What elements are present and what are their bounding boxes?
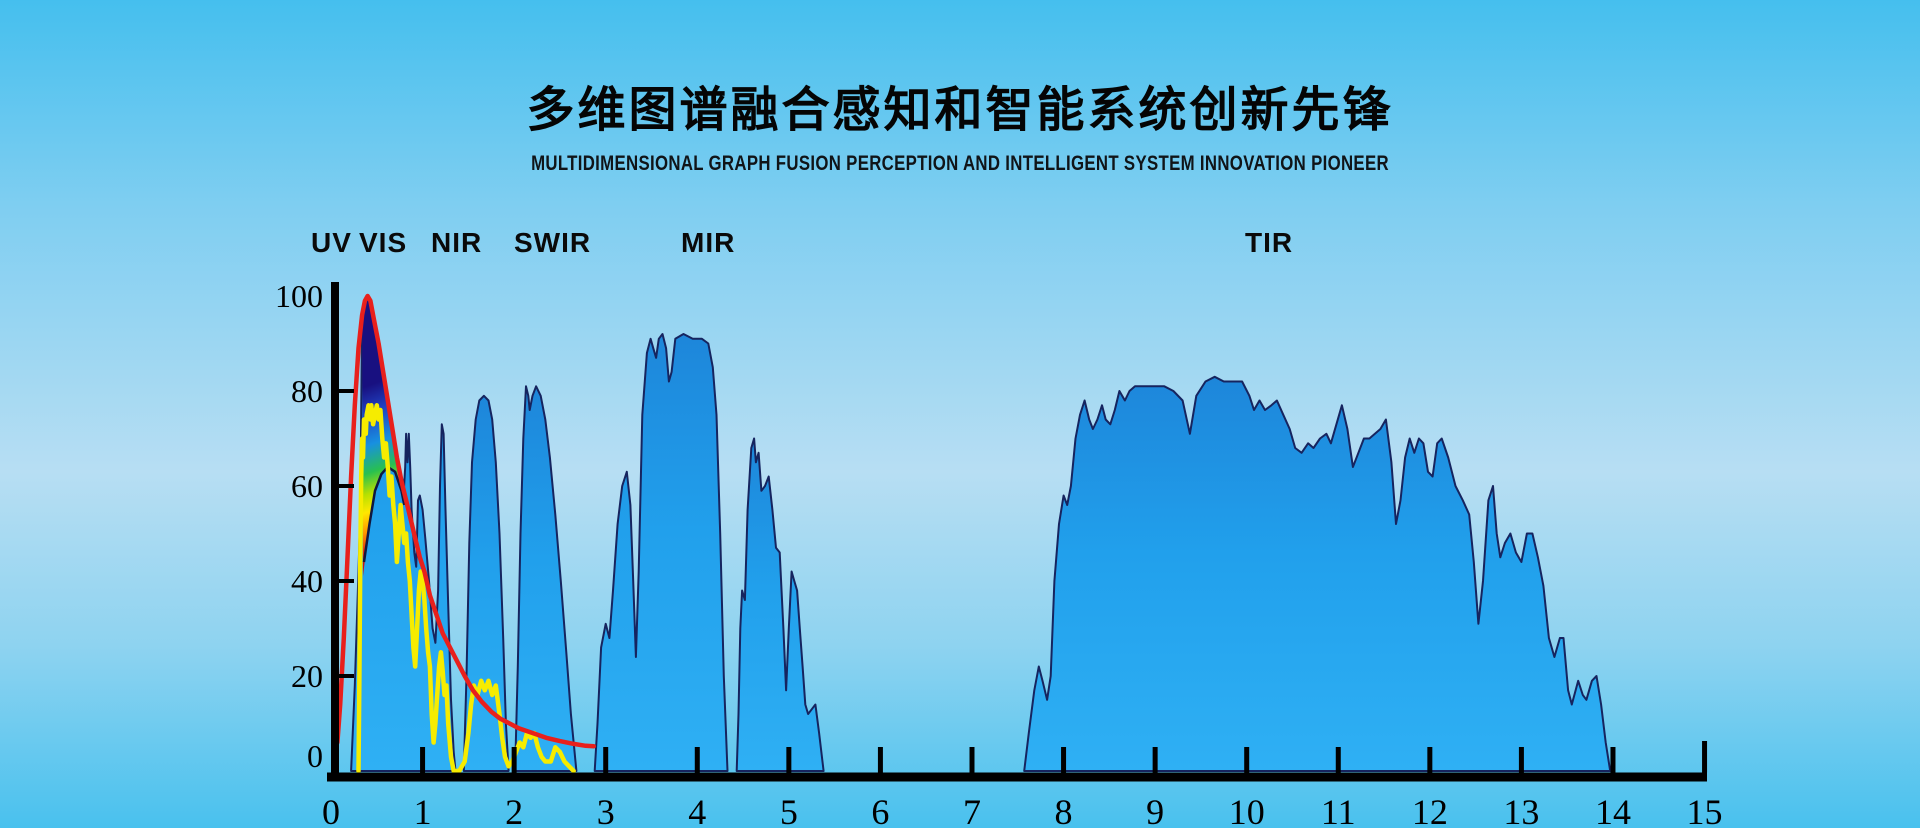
x-tick-label: 13: [1503, 792, 1539, 828]
x-tick-label: 0: [322, 792, 340, 828]
x-tick-label: 8: [1055, 792, 1073, 828]
y-tick-label: 80: [291, 373, 323, 409]
band-label-uv: UV: [311, 227, 352, 258]
y-tick-label: 100: [275, 278, 323, 314]
band-label-tir: TIR: [1245, 227, 1294, 258]
x-tick-label: 10: [1229, 792, 1265, 828]
atmospheric-transmission-windows: [350, 295, 1612, 772]
x-tick-label: 12: [1412, 792, 1448, 828]
band-label-vis: VIS: [359, 227, 408, 258]
x-tick-label: 9: [1146, 792, 1164, 828]
axes: [327, 282, 1708, 782]
blackbody-envelope-curve: [335, 293, 597, 749]
window-swir-2.2um: [514, 385, 578, 772]
x-tick-label: 1: [414, 792, 432, 828]
y-tick-label: 60: [291, 468, 323, 504]
x-tick-label: 6: [871, 792, 889, 828]
x-tick-label: 14: [1595, 792, 1631, 828]
x-tick-label: 3: [597, 792, 615, 828]
window-top-outline-arc: [362, 465, 406, 563]
window-lwir-8-14um: [1023, 375, 1612, 772]
x-tick-label: 5: [780, 792, 798, 828]
window-mwir-3-4um: [593, 333, 729, 772]
x-tick-label: 7: [963, 792, 981, 828]
band-label-swir: SWIR: [514, 227, 592, 258]
y-tick-label: 0: [307, 738, 323, 774]
x-tick-label: 2: [505, 792, 523, 828]
page-title: 多维图谱融合感知和智能系统创新先锋: [526, 84, 1394, 137]
window-nir-1.6um: [462, 394, 510, 772]
x-tick-label: 4: [688, 792, 706, 828]
x-tick-label: 11: [1321, 792, 1356, 828]
window-mwir-4.5-5um: [735, 437, 825, 772]
band-label-nir: NIR: [431, 227, 483, 258]
y-tick-label: 40: [291, 563, 323, 599]
page-subtitle: MULTIDIMENSIONAL GRAPH FUSION PERCEPTION…: [531, 152, 1389, 175]
band-label-mir: MIR: [681, 227, 736, 258]
x-tick-label: 15: [1687, 792, 1723, 828]
y-tick-label: 20: [291, 658, 323, 694]
